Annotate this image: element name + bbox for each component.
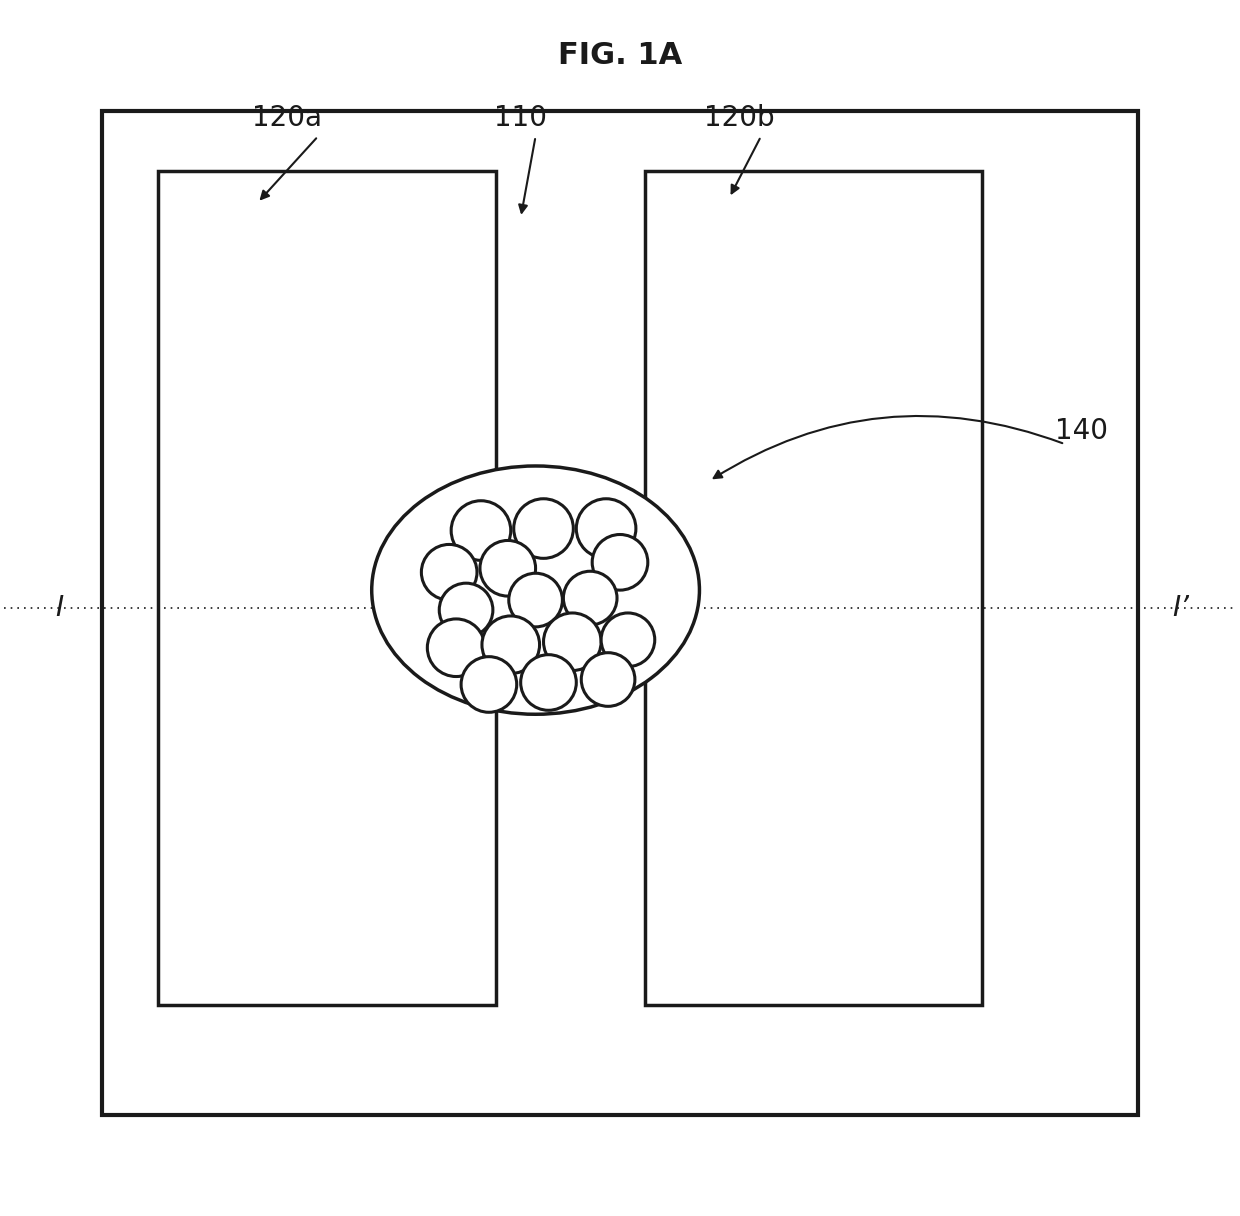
Text: 120a: 120a — [252, 105, 322, 133]
Circle shape — [439, 584, 492, 637]
Circle shape — [601, 613, 655, 666]
Circle shape — [508, 573, 563, 627]
Text: FIG. 1A: FIG. 1A — [558, 41, 682, 71]
Circle shape — [482, 617, 539, 674]
Circle shape — [422, 545, 477, 599]
Ellipse shape — [372, 466, 699, 714]
Text: 140: 140 — [1055, 417, 1109, 445]
Text: I: I — [55, 593, 63, 623]
Bar — [102, 112, 1138, 1115]
Text: I’: I’ — [1173, 593, 1189, 623]
Circle shape — [521, 654, 577, 710]
Text: 110: 110 — [495, 105, 547, 133]
Circle shape — [461, 657, 517, 713]
Circle shape — [428, 619, 485, 676]
Circle shape — [451, 501, 511, 561]
Circle shape — [582, 653, 635, 706]
Bar — [159, 171, 496, 1006]
Text: 120b: 120b — [704, 105, 775, 133]
Bar — [645, 171, 982, 1006]
Circle shape — [577, 499, 636, 558]
Circle shape — [543, 613, 601, 670]
Circle shape — [593, 535, 647, 590]
Circle shape — [513, 499, 573, 558]
Circle shape — [563, 572, 618, 625]
Circle shape — [480, 540, 536, 596]
